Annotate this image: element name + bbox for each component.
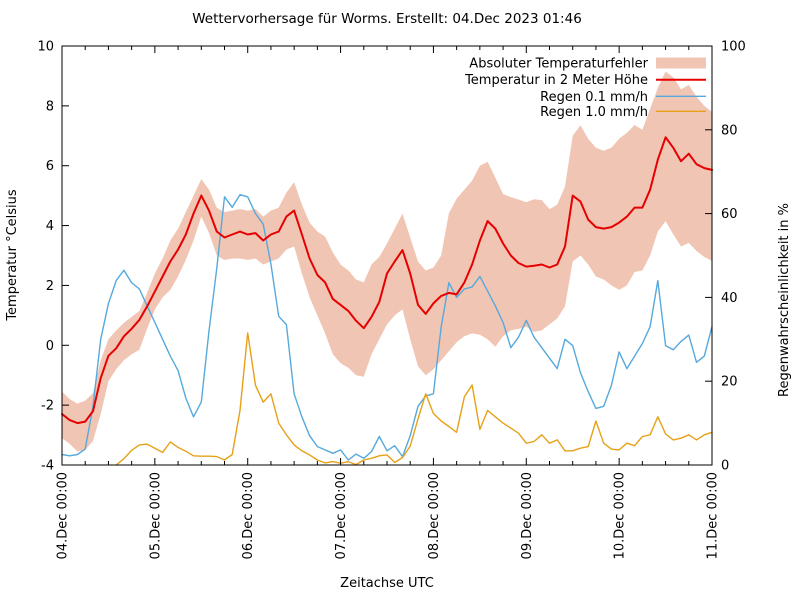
right-tick-label: 40 <box>721 291 738 306</box>
right-tick-label: 80 <box>721 123 738 138</box>
right-tick-label: 20 <box>721 375 738 390</box>
rain-10mm-line <box>115 332 713 466</box>
left-tick-label: 4 <box>46 219 54 234</box>
right-tick-label: 60 <box>721 207 738 222</box>
x-tick-label: 06.Dec 00:00 <box>241 472 256 559</box>
axes <box>61 45 713 466</box>
x-tick-label: 04.Dec 00:00 <box>56 472 71 559</box>
rain-01mm-line <box>61 194 713 461</box>
x-tick-label: 08.Dec 00:00 <box>427 472 442 559</box>
legend-label: Absoluter Temperaturfehler <box>469 57 648 72</box>
legend-band-swatch <box>656 57 706 69</box>
x-tick-label: 07.Dec 00:00 <box>334 472 349 559</box>
left-axis-label: Temperatur °Celsius <box>5 189 20 322</box>
left-tick-label: -4 <box>41 459 54 474</box>
x-tick-label: 09.Dec 00:00 <box>520 472 535 559</box>
legend-label: Regen 0.1 mm/h <box>540 90 648 105</box>
chart-title: Wettervorhersage für Worms. Erstellt: 04… <box>192 11 582 27</box>
left-tick-label: 10 <box>37 40 54 55</box>
legend-label: Regen 1.0 mm/h <box>540 105 648 120</box>
left-tick-label: 0 <box>46 339 54 354</box>
left-tick-label: -2 <box>41 399 54 414</box>
x-tick-label: 10.Dec 00:00 <box>613 472 628 559</box>
right-tick-label: 0 <box>721 459 729 474</box>
x-tick-label: 05.Dec 00:00 <box>148 472 163 559</box>
right-tick-label: 100 <box>721 40 746 55</box>
x-tick-label: 11.Dec 00:00 <box>706 472 721 559</box>
left-tick-label: 6 <box>46 159 54 174</box>
temperature-error-band <box>62 71 712 452</box>
temperature-line <box>61 136 713 425</box>
x-axis-label: Zeitachse UTC <box>340 576 434 591</box>
legend-label: Temperatur in 2 Meter Höhe <box>464 73 648 88</box>
left-tick-label: 2 <box>46 279 54 294</box>
right-axis-label: Regenwahrscheinlichkeit in % <box>777 203 792 397</box>
left-tick-label: 8 <box>46 99 54 114</box>
